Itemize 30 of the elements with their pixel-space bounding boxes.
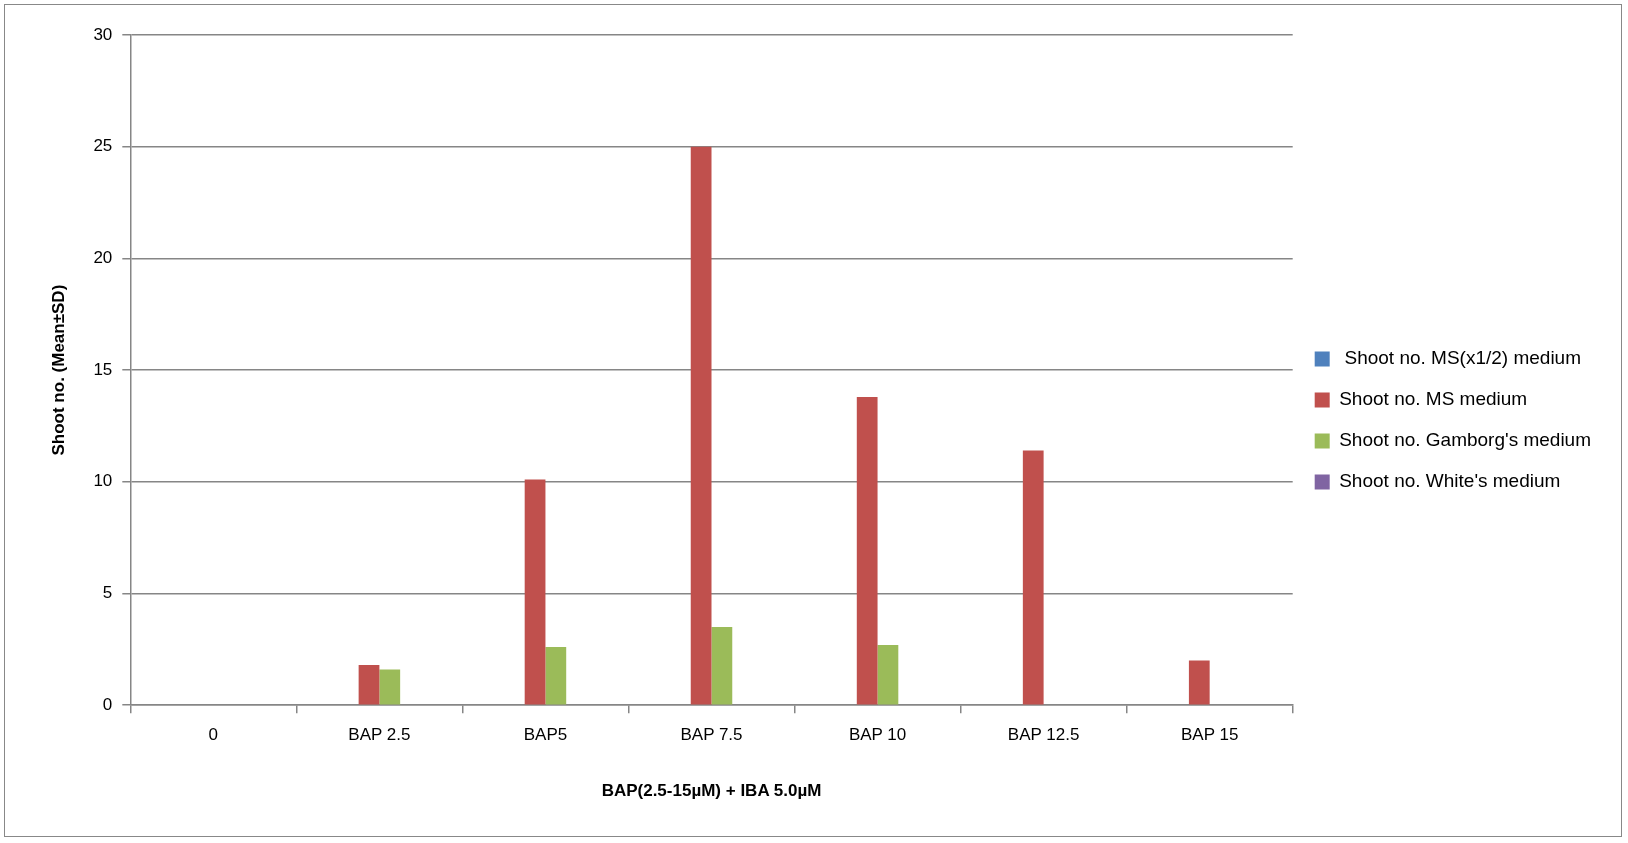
legend-label: Shoot no. MS medium (1339, 388, 1528, 410)
x-tick-label: BAP5 (523, 725, 568, 745)
bar (856, 396, 878, 705)
bar (711, 627, 733, 705)
x-tick-label: BAP 7.5 (680, 725, 743, 745)
y-tick-label: 20 (93, 248, 113, 268)
y-tick-label: 5 (102, 583, 113, 603)
bar (545, 647, 567, 705)
bar (690, 146, 712, 705)
x-tick-label: 0 (208, 725, 219, 745)
y-tick-label: 25 (93, 136, 113, 156)
bar (358, 664, 380, 705)
x-tick-label: BAP 10 (848, 725, 907, 745)
x-axis-title: BAP(2.5-15µM) + IBA 5.0µM (601, 781, 822, 801)
y-axis-title: Shoot no. (Mean±SD) (48, 284, 68, 456)
y-tick-label: 30 (93, 24, 113, 44)
bar (1022, 450, 1044, 705)
legend-label: Shoot no. Gamborg's medium (1339, 429, 1592, 451)
bar (1188, 660, 1210, 705)
x-tick-label: BAP 2.5 (348, 725, 411, 745)
legend-label: Shoot no. White's medium (1339, 470, 1561, 492)
y-tick-label: 0 (102, 694, 113, 714)
bar (379, 669, 401, 705)
legend-label: Shoot no. MS(x1/2) medium (1339, 347, 1582, 369)
x-tick-label: BAP 15 (1180, 725, 1239, 745)
bar (877, 644, 899, 705)
x-tick-label: BAP 12.5 (1007, 725, 1080, 745)
y-tick-label: 15 (93, 359, 113, 379)
y-tick-label: 10 (93, 471, 113, 491)
bar (524, 479, 546, 705)
